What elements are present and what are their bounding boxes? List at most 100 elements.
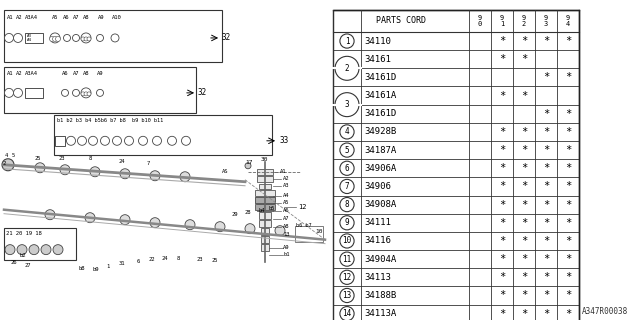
Circle shape	[150, 171, 160, 181]
Circle shape	[63, 35, 70, 42]
Text: *: *	[543, 309, 549, 319]
Text: AS: AS	[222, 169, 228, 174]
Circle shape	[340, 288, 354, 303]
Circle shape	[5, 245, 15, 255]
Text: 24: 24	[119, 159, 125, 164]
Text: A3A4: A3A4	[25, 71, 38, 76]
Text: A9: A9	[283, 245, 289, 250]
Circle shape	[275, 226, 285, 236]
Text: 34161: 34161	[364, 55, 391, 64]
Circle shape	[52, 36, 58, 42]
Text: *: *	[565, 181, 571, 191]
Text: *: *	[543, 109, 549, 119]
Text: 32: 32	[198, 88, 207, 97]
Text: *: *	[499, 36, 505, 46]
Text: *: *	[521, 127, 527, 137]
Bar	[259, 212, 271, 219]
Text: 27: 27	[25, 263, 31, 268]
Text: A2: A2	[16, 71, 22, 76]
Circle shape	[120, 215, 130, 225]
Circle shape	[60, 165, 70, 175]
Bar	[54, 115, 272, 155]
Text: A1: A1	[7, 71, 13, 76]
Circle shape	[87, 37, 91, 41]
Text: *: *	[521, 309, 527, 319]
Text: *: *	[521, 272, 527, 282]
Circle shape	[81, 92, 85, 96]
Circle shape	[340, 307, 354, 320]
Bar	[25, 88, 43, 98]
Text: 8: 8	[345, 200, 349, 209]
Text: 5: 5	[12, 153, 15, 158]
Text: *: *	[499, 236, 505, 246]
Text: 9
0: 9 0	[478, 15, 482, 27]
Text: *: *	[543, 163, 549, 173]
Circle shape	[13, 34, 22, 43]
Text: *: *	[521, 291, 527, 300]
Text: 34161D: 34161D	[364, 109, 396, 118]
Circle shape	[100, 136, 109, 145]
Circle shape	[84, 92, 88, 96]
Text: *: *	[543, 272, 549, 282]
Text: *: *	[543, 127, 549, 137]
Bar	[255, 197, 275, 203]
Circle shape	[53, 245, 63, 255]
Text: 9
4: 9 4	[566, 15, 570, 27]
Text: b2: b2	[20, 252, 26, 258]
Text: *: *	[543, 291, 549, 300]
Text: *: *	[499, 218, 505, 228]
Text: 3: 3	[345, 100, 349, 109]
Text: *: *	[543, 254, 549, 264]
Text: 34904A: 34904A	[364, 255, 396, 264]
Circle shape	[81, 88, 91, 98]
Circle shape	[335, 93, 359, 116]
Text: A5: A5	[52, 15, 58, 20]
Text: *: *	[565, 236, 571, 246]
Text: 9: 9	[345, 218, 349, 227]
Circle shape	[61, 89, 68, 96]
Circle shape	[138, 136, 147, 145]
Circle shape	[125, 136, 134, 145]
Text: A3A4: A3A4	[25, 15, 38, 20]
Text: 34161A: 34161A	[364, 91, 396, 100]
Circle shape	[17, 245, 27, 255]
Text: *: *	[521, 54, 527, 64]
Text: 10: 10	[342, 236, 351, 245]
Circle shape	[84, 37, 88, 41]
Bar	[261, 236, 269, 243]
Text: b4: b4	[259, 208, 265, 213]
Text: 4: 4	[5, 153, 8, 158]
Text: 2: 2	[345, 64, 349, 73]
Circle shape	[29, 245, 39, 255]
Text: b8: b8	[79, 266, 85, 271]
Circle shape	[81, 33, 91, 43]
Text: *: *	[543, 236, 549, 246]
Text: 34110: 34110	[364, 36, 391, 45]
Text: 12: 12	[298, 204, 307, 210]
Text: A9: A9	[98, 15, 104, 20]
Text: *: *	[543, 36, 549, 46]
Bar	[4, 67, 196, 113]
Text: 31: 31	[119, 260, 125, 266]
Bar	[255, 197, 275, 203]
Circle shape	[340, 270, 354, 284]
Circle shape	[245, 163, 251, 169]
Circle shape	[41, 245, 51, 255]
Text: 2: 2	[3, 161, 6, 166]
Text: 13: 13	[342, 291, 351, 300]
Text: *: *	[543, 218, 549, 228]
Circle shape	[335, 56, 359, 80]
Circle shape	[150, 218, 160, 228]
Text: *: *	[565, 145, 571, 155]
Text: *: *	[499, 163, 505, 173]
Circle shape	[45, 210, 55, 220]
Bar	[4, 228, 76, 260]
Text: 28: 28	[244, 210, 252, 215]
Text: *: *	[565, 254, 571, 264]
Text: b9: b9	[93, 267, 99, 272]
Circle shape	[113, 136, 122, 145]
Text: *: *	[499, 291, 505, 300]
Text: *: *	[543, 181, 549, 191]
Text: 23: 23	[196, 257, 204, 262]
Circle shape	[152, 136, 161, 145]
